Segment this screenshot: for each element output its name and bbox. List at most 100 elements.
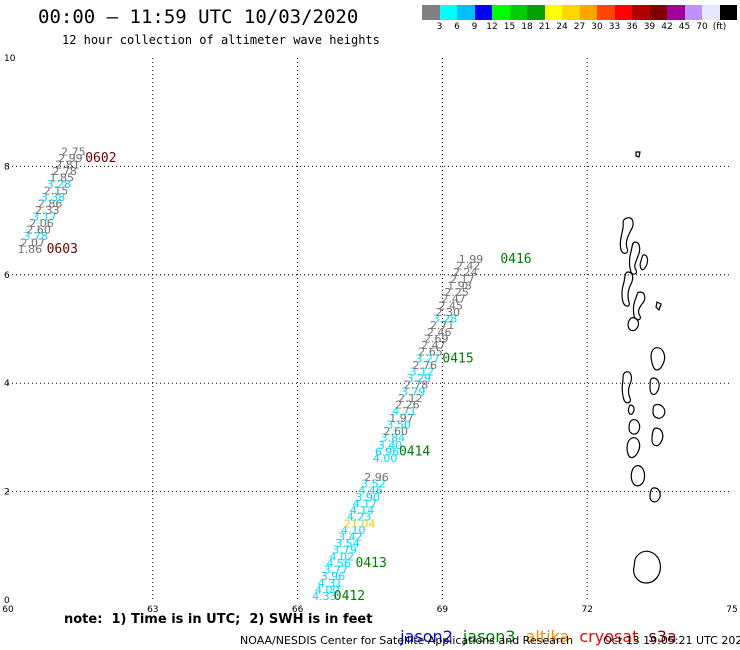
island-outline <box>651 427 664 447</box>
legend-label: 36 <box>626 22 638 32</box>
wave-height-value: 3.84 <box>381 432 406 445</box>
satellite-s3a: s3a <box>648 627 677 646</box>
x-tick-label: 66 <box>292 605 304 615</box>
wave-height-value: 2.75 <box>61 146 86 159</box>
island-outline <box>621 271 634 307</box>
grid-lines <box>8 58 732 600</box>
chart-title: 00:00 – 11:59 UTC 10/03/2020 <box>38 6 359 28</box>
legend-label: 12 <box>486 22 498 32</box>
legend-swatch <box>667 5 685 20</box>
wave-height-value: 2.81 <box>55 159 79 172</box>
legend-swatches <box>422 5 737 20</box>
y-tick-label: 4 <box>4 379 10 389</box>
wave-height-value: 2.07 <box>21 237 45 250</box>
wave-height-value: 2.47 <box>441 292 466 305</box>
wave-height-value: 4.00 <box>373 452 398 465</box>
wave-height-value: 2.76 <box>412 359 437 372</box>
legend-swatch <box>649 5 667 20</box>
wave-height-value: 2.06 <box>29 217 54 230</box>
legend-label: 15 <box>503 22 516 32</box>
island-outline <box>626 437 641 459</box>
legend-swatch <box>509 5 527 20</box>
pass-time-label: 0412 <box>334 589 365 604</box>
legend-swatch <box>492 5 510 20</box>
legend-label: 3 <box>436 22 443 32</box>
legend-label: 27 <box>573 22 586 32</box>
wave-height-value: 2.78 <box>404 379 429 392</box>
legend-swatch <box>474 5 492 20</box>
pass-time-label: 0414 <box>399 444 430 459</box>
wave-height-value: 2.99 <box>58 152 83 165</box>
credit-line: NOAA/NESDIS Center for Satellite Applica… <box>240 634 740 647</box>
wave-height-value: 1.98 <box>447 279 472 292</box>
legend-swatch <box>439 5 457 20</box>
wave-height-value: 4.46 <box>358 484 383 497</box>
wave-height-value: 3.96 <box>321 570 346 583</box>
wave-height-value: 3.79 <box>401 386 426 399</box>
pass-time-label: 0415 <box>442 352 473 367</box>
y-tick-label: 0 <box>4 596 10 606</box>
island-outline <box>635 151 641 158</box>
satellite-legend: jason2 jason3 altika cryosat s3a <box>390 608 687 646</box>
wave-height-value: 2.30 <box>436 306 461 319</box>
wave-height-value: 2.65 <box>418 346 443 359</box>
axis-tick-labels: 60 63 66 69 72 75 0 2 4 6 8 10 <box>2 54 737 615</box>
island-outline <box>627 404 635 415</box>
satellite-jason2: jason2 <box>400 627 453 646</box>
island-outline <box>621 371 632 404</box>
y-tick-label: 6 <box>4 271 10 281</box>
legend-label: 45 <box>678 22 691 32</box>
x-tick-label: 60 <box>2 605 14 615</box>
legend-label: 9 <box>471 22 478 32</box>
legend-swatch <box>422 5 440 20</box>
wave-height-value: 3.28 <box>47 178 72 191</box>
legend-swatch <box>597 5 615 20</box>
wave-height-value: 2.47 <box>421 339 446 352</box>
y-tick-label: 2 <box>4 488 10 498</box>
pass-time-label: 0602 <box>85 151 116 166</box>
island-outline <box>628 419 641 435</box>
island-outline <box>650 347 666 371</box>
wave-height-value: 2.71 <box>430 319 455 332</box>
color-legend: 3 6 9 12 15 18 21 24 27 30 33 36 39 42 45 70 (ft) <box>422 5 737 32</box>
wave-height-value: 3.50 <box>386 419 411 432</box>
footer-note: note: 1) Time is in UTC; 2) SWH is in fe… <box>64 612 373 627</box>
wave-height-value: 2.60 <box>384 425 409 438</box>
wave-height-value: 3.12 <box>410 366 435 379</box>
legend-swatch <box>719 5 737 20</box>
wave-height-value: 2.12 <box>398 392 423 405</box>
wave-height-value: 3.78 <box>23 230 48 243</box>
wave-height-value: 1.86 <box>18 243 43 256</box>
wave-height-value: 2.45 <box>439 299 464 312</box>
legend-label: 30 <box>591 22 603 32</box>
wave-height-value: 2.96 <box>364 471 389 484</box>
legend-swatch <box>614 5 632 20</box>
satellite-altika: altika <box>525 627 570 646</box>
wave-height-value: 4.31 <box>318 577 343 590</box>
island-outline <box>619 217 634 254</box>
legend-label: 18 <box>521 22 533 32</box>
wave-height-value: 4.71 <box>392 405 417 418</box>
island-outline <box>639 254 649 271</box>
wave-height-value: 2.42 <box>456 259 481 272</box>
pass-time-label: 0603 <box>47 242 78 257</box>
wave-height-value: 3.52 <box>361 477 386 490</box>
island-outline <box>652 404 666 419</box>
wave-height-value: 4.02 <box>329 550 354 563</box>
legend-swatch <box>544 5 562 20</box>
wave-height-value: 2.78 <box>52 165 77 178</box>
island-outline <box>633 550 661 584</box>
wave-height-value: 3.27 <box>415 353 440 366</box>
y-tick-label: 8 <box>4 162 10 172</box>
wave-height-value: 4.56 <box>327 557 352 570</box>
wave-height-value: 3.90 <box>356 491 381 504</box>
island-outline <box>627 317 640 332</box>
island-outline <box>630 465 646 487</box>
wave-height-value: 6.96 <box>375 445 400 458</box>
legend-label: (ft) <box>712 22 727 32</box>
island-outline <box>649 377 660 396</box>
legend-label: 70 <box>696 22 708 32</box>
wave-height-value: 3.38 <box>41 191 66 204</box>
legend-label: 6 <box>454 22 460 32</box>
